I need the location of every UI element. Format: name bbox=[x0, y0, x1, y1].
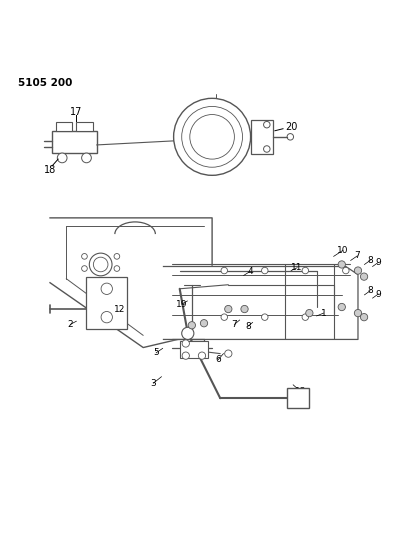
Circle shape bbox=[338, 261, 346, 268]
Circle shape bbox=[114, 254, 120, 259]
Text: 2: 2 bbox=[67, 320, 73, 329]
Circle shape bbox=[182, 340, 189, 347]
Bar bbox=[287, 388, 309, 408]
Circle shape bbox=[101, 311, 113, 323]
Text: 9: 9 bbox=[375, 289, 381, 298]
Text: 3: 3 bbox=[151, 379, 156, 387]
Text: 11: 11 bbox=[291, 263, 303, 272]
Text: 7: 7 bbox=[354, 252, 360, 261]
Circle shape bbox=[82, 265, 87, 271]
Circle shape bbox=[262, 268, 268, 274]
Circle shape bbox=[174, 98, 251, 175]
Circle shape bbox=[114, 265, 120, 271]
Circle shape bbox=[93, 257, 108, 272]
Circle shape bbox=[182, 327, 194, 340]
Circle shape bbox=[338, 303, 346, 311]
Circle shape bbox=[221, 268, 228, 274]
Text: 20: 20 bbox=[285, 122, 297, 132]
Circle shape bbox=[360, 313, 368, 321]
Bar bbox=[180, 342, 208, 358]
Text: 13: 13 bbox=[295, 387, 306, 396]
Text: 19: 19 bbox=[176, 300, 187, 309]
Circle shape bbox=[287, 134, 293, 140]
Circle shape bbox=[354, 310, 361, 317]
Text: 8: 8 bbox=[367, 286, 373, 295]
Text: 8: 8 bbox=[245, 322, 251, 331]
Circle shape bbox=[89, 253, 112, 276]
Circle shape bbox=[101, 283, 113, 294]
Circle shape bbox=[82, 254, 87, 259]
Circle shape bbox=[182, 352, 189, 359]
Circle shape bbox=[82, 153, 91, 163]
Text: 7: 7 bbox=[231, 320, 237, 329]
Circle shape bbox=[264, 122, 270, 128]
Text: 5: 5 bbox=[153, 348, 159, 357]
Text: 1: 1 bbox=[321, 309, 326, 318]
Text: 8: 8 bbox=[367, 256, 373, 265]
Circle shape bbox=[241, 305, 248, 313]
Bar bbox=[251, 119, 273, 154]
FancyBboxPatch shape bbox=[56, 122, 72, 131]
Text: 5105 200: 5105 200 bbox=[18, 78, 72, 88]
Text: 17: 17 bbox=[70, 107, 82, 117]
Circle shape bbox=[225, 350, 232, 357]
Text: 18: 18 bbox=[44, 165, 56, 175]
Circle shape bbox=[302, 314, 308, 320]
Text: 10: 10 bbox=[337, 246, 349, 255]
Circle shape bbox=[198, 352, 206, 359]
Circle shape bbox=[262, 314, 268, 320]
Circle shape bbox=[200, 320, 208, 327]
Circle shape bbox=[302, 268, 308, 274]
Bar bbox=[86, 277, 127, 329]
Circle shape bbox=[306, 310, 313, 317]
Text: 4: 4 bbox=[247, 267, 253, 276]
Text: 12: 12 bbox=[114, 305, 125, 314]
Polygon shape bbox=[164, 266, 358, 340]
Text: 6: 6 bbox=[215, 355, 221, 364]
Circle shape bbox=[221, 314, 228, 320]
Circle shape bbox=[57, 153, 67, 163]
FancyBboxPatch shape bbox=[52, 131, 97, 153]
Circle shape bbox=[354, 267, 361, 274]
Circle shape bbox=[264, 146, 270, 152]
Circle shape bbox=[225, 305, 232, 313]
FancyBboxPatch shape bbox=[76, 122, 93, 131]
Text: 21: 21 bbox=[179, 349, 190, 358]
Circle shape bbox=[360, 273, 368, 280]
Polygon shape bbox=[50, 218, 212, 348]
Circle shape bbox=[343, 268, 349, 274]
Text: 9: 9 bbox=[375, 258, 381, 267]
Circle shape bbox=[188, 321, 195, 329]
